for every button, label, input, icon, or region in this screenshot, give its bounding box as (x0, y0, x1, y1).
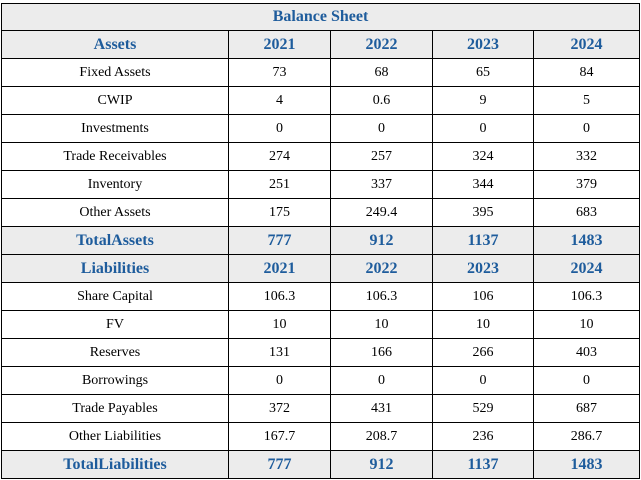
total-value: 1137 (432, 226, 534, 255)
year-header: 2022 (330, 254, 433, 283)
total-value: 912 (330, 226, 433, 255)
row-label: FV (1, 310, 229, 339)
row-label: Other Assets (1, 198, 229, 227)
table-row: Fixed Assets 73 68 65 84 (1, 58, 641, 87)
cell-value: 166 (330, 338, 433, 367)
table-row: Borrowings 0 0 0 0 (1, 366, 641, 395)
assets-header-row: Assets 2021 2022 2023 2024 (1, 30, 641, 59)
cell-value: 0 (330, 114, 433, 143)
title-row: Balance Sheet (0, 3, 641, 31)
row-label: Inventory (1, 170, 229, 199)
cell-value: 10 (330, 310, 433, 339)
year-header: 2021 (228, 30, 331, 59)
cell-value: 0 (330, 366, 433, 395)
table-row: Inventory 251 337 344 379 (1, 170, 641, 199)
cell-value: 236 (432, 422, 534, 451)
cell-value: 175 (228, 198, 331, 227)
cell-value: 379 (532, 170, 641, 199)
table-row: Other Liabilities 167.7 208.7 236 286.7 (1, 422, 641, 451)
year-header: 2023 (432, 254, 534, 283)
cell-value: 106.3 (532, 282, 641, 311)
total-liabilities-row: TotalLiabilities 777 912 1137 1483 (1, 450, 641, 479)
assets-header: Assets (1, 30, 229, 59)
cell-value: 4 (228, 86, 331, 115)
cell-value: 0 (228, 366, 331, 395)
table-row: Share Capital 106.3 106.3 106 106.3 (1, 282, 641, 311)
cell-value: 65 (432, 58, 534, 87)
cell-value: 324 (432, 142, 534, 171)
cell-value: 395 (432, 198, 534, 227)
cell-value: 10 (228, 310, 331, 339)
total-value: 1483 (532, 226, 641, 255)
cell-value: 0 (532, 114, 641, 143)
year-header: 2023 (432, 30, 534, 59)
table-row: CWIP 4 0.6 9 5 (1, 86, 641, 115)
balance-sheet-table: Balance Sheet Assets 2021 2022 2023 2024… (0, 3, 641, 479)
year-header: 2024 (532, 30, 641, 59)
total-value: 777 (228, 226, 331, 255)
row-label: Trade Receivables (1, 142, 229, 171)
row-label: Other Liabilities (1, 422, 229, 451)
table-row: Trade Receivables 274 257 324 332 (1, 142, 641, 171)
table-row: FV 10 10 10 10 (1, 310, 641, 339)
table-row: Trade Payables 372 431 529 687 (1, 394, 641, 423)
year-header: 2024 (532, 254, 641, 283)
cell-value: 131 (228, 338, 331, 367)
cell-value: 0 (432, 114, 534, 143)
table-row: Investments 0 0 0 0 (1, 114, 641, 143)
cell-value: 431 (330, 394, 433, 423)
cell-value: 106 (432, 282, 534, 311)
row-label: Trade Payables (1, 394, 229, 423)
cell-value: 73 (228, 58, 331, 87)
cell-value: 403 (532, 338, 641, 367)
row-label: Fixed Assets (1, 58, 229, 87)
cell-value: 286.7 (532, 422, 641, 451)
row-label: Borrowings (1, 366, 229, 395)
cell-value: 687 (532, 394, 641, 423)
cell-value: 251 (228, 170, 331, 199)
cell-value: 529 (432, 394, 534, 423)
table-row: Other Assets 175 249.4 395 683 (1, 198, 641, 227)
row-label: Reserves (1, 338, 229, 367)
cell-value: 683 (532, 198, 641, 227)
table-row: Reserves 131 166 266 403 (1, 338, 641, 367)
cell-value: 5 (532, 86, 641, 115)
total-label: TotalLiabilities (1, 450, 229, 479)
row-label: Investments (1, 114, 229, 143)
table-title: Balance Sheet (0, 3, 641, 31)
total-value: 1137 (432, 450, 534, 479)
cell-value: 10 (532, 310, 641, 339)
cell-value: 68 (330, 58, 433, 87)
total-assets-row: TotalAssets 777 912 1137 1483 (1, 226, 641, 255)
total-value: 777 (228, 450, 331, 479)
cell-value: 0 (228, 114, 331, 143)
cell-value: 332 (532, 142, 641, 171)
total-value: 912 (330, 450, 433, 479)
cell-value: 257 (330, 142, 433, 171)
cell-value: 249.4 (330, 198, 433, 227)
cell-value: 106.3 (228, 282, 331, 311)
liabilities-header-row: Liabilities 2021 2022 2023 2024 (1, 254, 641, 283)
cell-value: 337 (330, 170, 433, 199)
cell-value: 84 (532, 58, 641, 87)
cell-value: 0.6 (330, 86, 433, 115)
row-label: Share Capital (1, 282, 229, 311)
cell-value: 167.7 (228, 422, 331, 451)
cell-value: 0 (532, 366, 641, 395)
year-header: 2021 (228, 254, 331, 283)
cell-value: 0 (432, 366, 534, 395)
cell-value: 266 (432, 338, 534, 367)
liabilities-header: Liabilities (1, 254, 229, 283)
cell-value: 10 (432, 310, 534, 339)
cell-value: 9 (432, 86, 534, 115)
year-header: 2022 (330, 30, 433, 59)
cell-value: 106.3 (330, 282, 433, 311)
cell-value: 274 (228, 142, 331, 171)
cell-value: 208.7 (330, 422, 433, 451)
total-value: 1483 (532, 450, 641, 479)
cell-value: 344 (432, 170, 534, 199)
total-label: TotalAssets (1, 226, 229, 255)
row-label: CWIP (1, 86, 229, 115)
cell-value: 372 (228, 394, 331, 423)
